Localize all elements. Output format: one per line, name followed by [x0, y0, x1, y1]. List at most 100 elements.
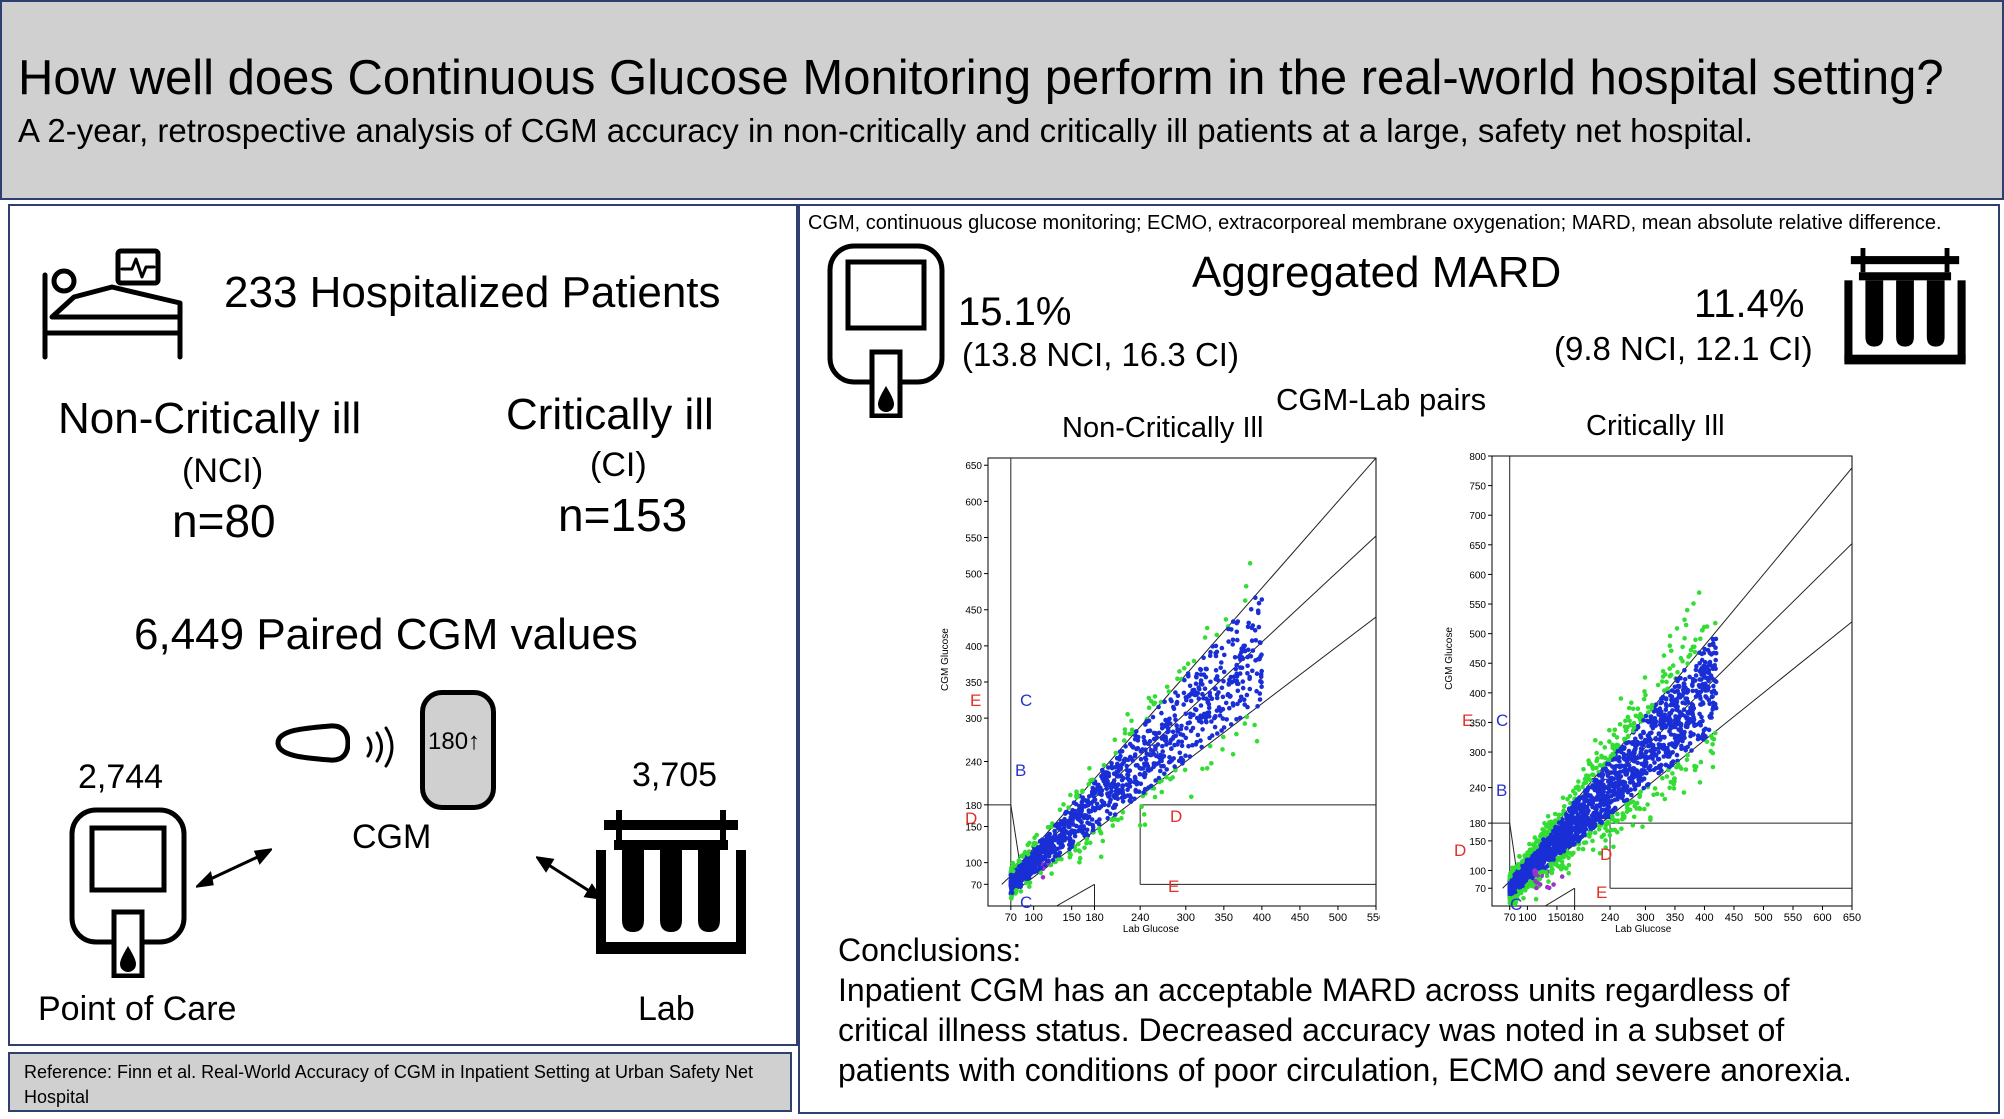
data-point — [1641, 785, 1646, 791]
data-point — [1027, 867, 1033, 872]
data-point — [1047, 831, 1052, 837]
data-point — [1544, 832, 1550, 837]
data-point — [1624, 802, 1629, 807]
data-point — [1655, 757, 1661, 762]
data-point — [1553, 862, 1558, 867]
data-point — [1212, 715, 1217, 721]
data-point — [1574, 798, 1579, 803]
y-tick-label: 500 — [965, 570, 982, 581]
y-tick-label: 400 — [1469, 689, 1486, 700]
zone-boundary-line — [1544, 887, 1575, 906]
data-point — [1545, 884, 1550, 890]
data-point — [1107, 811, 1113, 817]
data-point — [1598, 740, 1603, 746]
data-point — [1635, 706, 1641, 711]
data-point — [1706, 676, 1711, 681]
data-point — [1031, 863, 1036, 869]
data-point — [1681, 790, 1687, 795]
data-point — [1644, 782, 1650, 788]
data-point — [1707, 642, 1712, 648]
data-point — [1206, 701, 1212, 707]
data-point — [1707, 659, 1713, 665]
data-point — [1619, 817, 1625, 822]
data-point — [1072, 809, 1078, 814]
data-point — [1706, 727, 1712, 733]
data-point — [1237, 671, 1243, 676]
data-point — [1589, 785, 1594, 790]
data-point — [1682, 735, 1687, 741]
data-point — [1588, 777, 1593, 783]
data-point — [1551, 882, 1556, 887]
x-tick-label: 400 — [1253, 912, 1271, 924]
data-point — [1605, 813, 1610, 819]
data-point — [1252, 722, 1257, 728]
lab-label: Lab — [638, 990, 695, 1028]
data-point — [1646, 710, 1651, 715]
data-point — [1185, 721, 1191, 726]
data-point — [1641, 729, 1646, 735]
data-point — [1257, 691, 1263, 696]
data-point — [1564, 866, 1569, 871]
data-point — [1170, 729, 1176, 735]
data-point — [1113, 788, 1119, 794]
data-point — [1704, 624, 1710, 629]
conclusions-line: patients with conditions of poor circula… — [838, 1052, 1852, 1088]
data-point — [1672, 684, 1678, 690]
data-point — [1560, 795, 1566, 801]
data-point — [1564, 812, 1569, 817]
data-point — [1615, 797, 1620, 802]
data-point — [1648, 815, 1653, 820]
data-point — [1254, 738, 1260, 744]
data-point — [1710, 676, 1715, 681]
data-point — [1200, 727, 1205, 732]
data-point — [1151, 764, 1156, 770]
data-point — [1185, 671, 1191, 676]
data-point — [1627, 767, 1632, 772]
data-point — [1164, 742, 1169, 747]
x-tick-label: 150 — [1063, 912, 1081, 924]
data-point — [1123, 744, 1128, 749]
data-point — [1690, 644, 1696, 650]
data-point — [1035, 850, 1040, 856]
data-point — [1527, 866, 1532, 872]
zone-boundary-line — [1056, 883, 1095, 906]
data-point — [1713, 620, 1718, 626]
data-point — [1192, 692, 1198, 698]
data-point — [1680, 693, 1685, 698]
data-point — [1172, 742, 1177, 748]
data-point — [1210, 644, 1215, 649]
data-point — [1657, 706, 1663, 711]
data-point — [1628, 755, 1633, 761]
data-point — [1690, 688, 1695, 694]
data-point — [1559, 836, 1565, 841]
data-point — [1587, 834, 1592, 839]
x-tick-label: 180 — [1085, 912, 1103, 924]
data-point — [1604, 761, 1610, 767]
data-point — [1646, 766, 1651, 771]
data-point — [1549, 864, 1554, 870]
data-point — [1120, 799, 1126, 804]
data-point — [1122, 730, 1128, 736]
data-point — [1512, 889, 1518, 895]
data-point — [1615, 748, 1621, 754]
data-point — [1153, 731, 1159, 737]
data-point — [1601, 789, 1606, 795]
data-point — [1165, 723, 1170, 729]
data-point — [1596, 791, 1602, 797]
data-point — [1118, 765, 1124, 770]
data-point — [1637, 755, 1643, 760]
x-tick-label: 150 — [1548, 912, 1566, 924]
data-point — [1698, 636, 1703, 642]
data-point — [1627, 807, 1633, 813]
data-point — [1188, 714, 1193, 720]
data-point — [1135, 738, 1141, 743]
data-point — [1110, 823, 1116, 828]
data-point — [1138, 781, 1144, 787]
data-point — [1196, 696, 1202, 701]
data-point — [1035, 867, 1041, 872]
data-point — [1160, 749, 1165, 754]
data-point — [1097, 805, 1102, 811]
data-point — [1620, 781, 1626, 787]
x-tick-label: 500 — [1329, 912, 1347, 924]
data-point — [1257, 697, 1263, 702]
